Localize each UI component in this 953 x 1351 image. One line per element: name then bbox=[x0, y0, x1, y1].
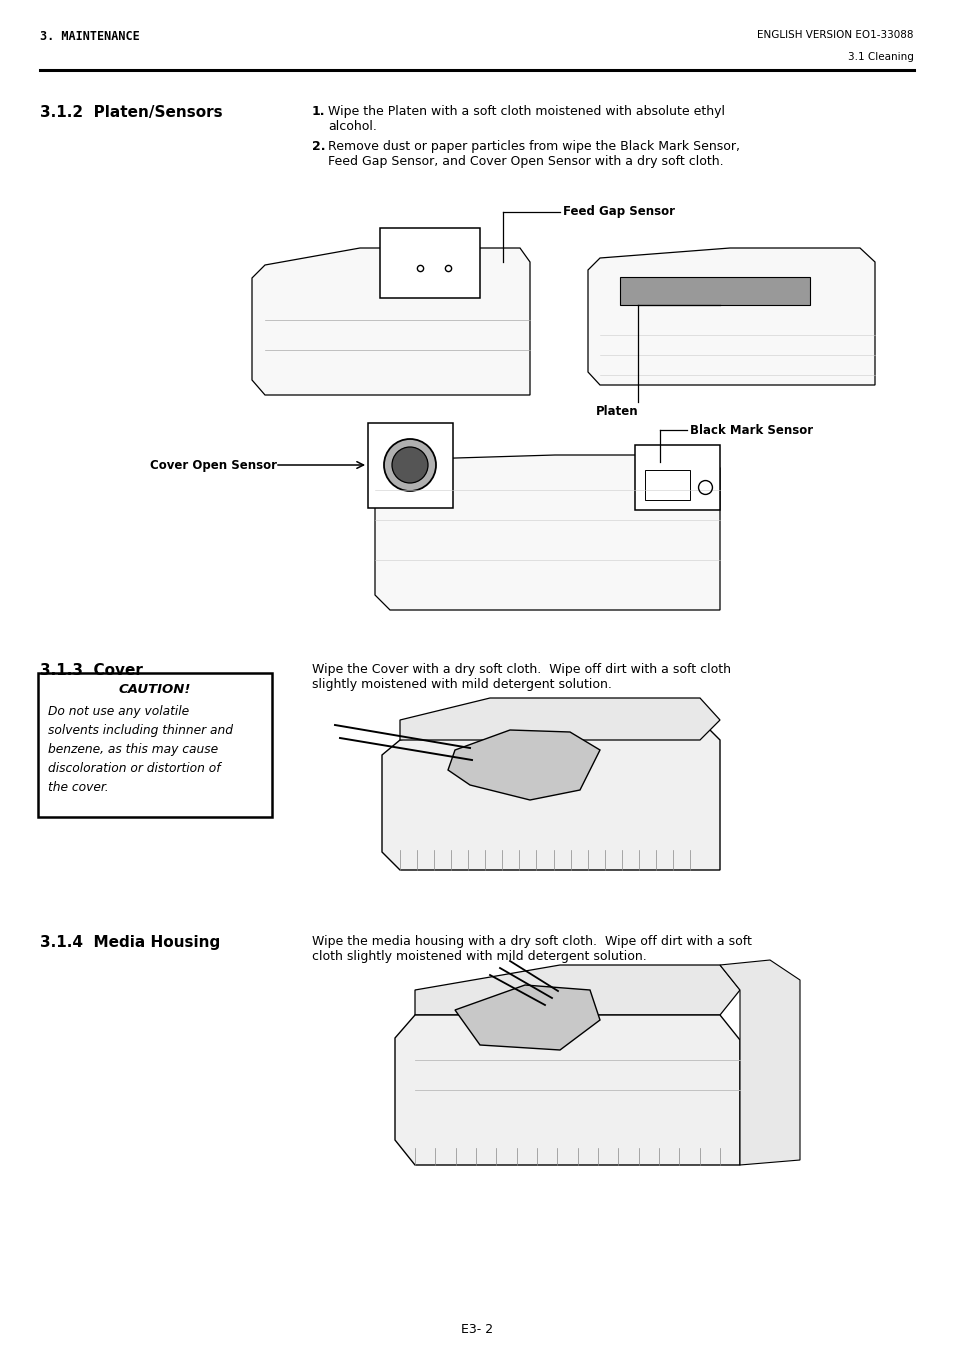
Bar bbox=[368, 423, 453, 508]
Polygon shape bbox=[587, 249, 874, 385]
Text: benzene, as this may cause: benzene, as this may cause bbox=[48, 743, 218, 757]
Polygon shape bbox=[448, 730, 599, 800]
Bar bbox=[635, 444, 720, 509]
Text: CAUTION!: CAUTION! bbox=[119, 684, 191, 696]
Text: Remove dust or paper particles from wipe the Black Mark Sensor,
Feed Gap Sensor,: Remove dust or paper particles from wipe… bbox=[328, 141, 740, 168]
Text: solvents including thinner and: solvents including thinner and bbox=[48, 724, 233, 738]
Text: Cover Open Sensor: Cover Open Sensor bbox=[150, 458, 276, 471]
Text: Wipe the media housing with a dry soft cloth.  Wipe off dirt with a soft
cloth s: Wipe the media housing with a dry soft c… bbox=[312, 935, 751, 963]
Polygon shape bbox=[252, 249, 530, 394]
Text: Platen: Platen bbox=[596, 405, 638, 417]
Polygon shape bbox=[415, 965, 740, 1015]
Polygon shape bbox=[720, 961, 800, 1165]
Text: the cover.: the cover. bbox=[48, 781, 109, 794]
Text: 3.1.2  Platen/Sensors: 3.1.2 Platen/Sensors bbox=[40, 105, 222, 120]
Text: 3.1 Cleaning: 3.1 Cleaning bbox=[847, 51, 913, 62]
Text: 3.1.4  Media Housing: 3.1.4 Media Housing bbox=[40, 935, 220, 950]
Bar bbox=[644, 470, 689, 500]
Text: Black Mark Sensor: Black Mark Sensor bbox=[689, 423, 812, 436]
Text: E3- 2: E3- 2 bbox=[460, 1323, 493, 1336]
Text: Wipe the Platen with a soft cloth moistened with absolute ethyl
alcohol.: Wipe the Platen with a soft cloth moiste… bbox=[328, 105, 724, 132]
Text: Feed Gap Sensor: Feed Gap Sensor bbox=[562, 205, 675, 219]
Text: Wipe the Cover with a dry soft cloth.  Wipe off dirt with a soft cloth
slightly : Wipe the Cover with a dry soft cloth. Wi… bbox=[312, 663, 730, 690]
Polygon shape bbox=[375, 455, 720, 611]
FancyBboxPatch shape bbox=[38, 673, 272, 817]
Text: Do not use any volatile: Do not use any volatile bbox=[48, 705, 189, 717]
Text: ENGLISH VERSION EO1-33088: ENGLISH VERSION EO1-33088 bbox=[757, 30, 913, 41]
Bar bbox=[379, 228, 479, 299]
Text: 1.: 1. bbox=[312, 105, 325, 118]
Text: 3. MAINTENANCE: 3. MAINTENANCE bbox=[40, 30, 139, 43]
Bar bbox=[619, 277, 809, 305]
Ellipse shape bbox=[384, 439, 436, 490]
Text: 2.: 2. bbox=[312, 141, 325, 153]
Polygon shape bbox=[455, 985, 599, 1050]
Text: 3.1.3  Cover: 3.1.3 Cover bbox=[40, 663, 143, 678]
Polygon shape bbox=[395, 1015, 740, 1165]
Text: discoloration or distortion of: discoloration or distortion of bbox=[48, 762, 220, 775]
Polygon shape bbox=[381, 720, 720, 870]
Ellipse shape bbox=[392, 447, 428, 484]
Polygon shape bbox=[399, 698, 720, 740]
